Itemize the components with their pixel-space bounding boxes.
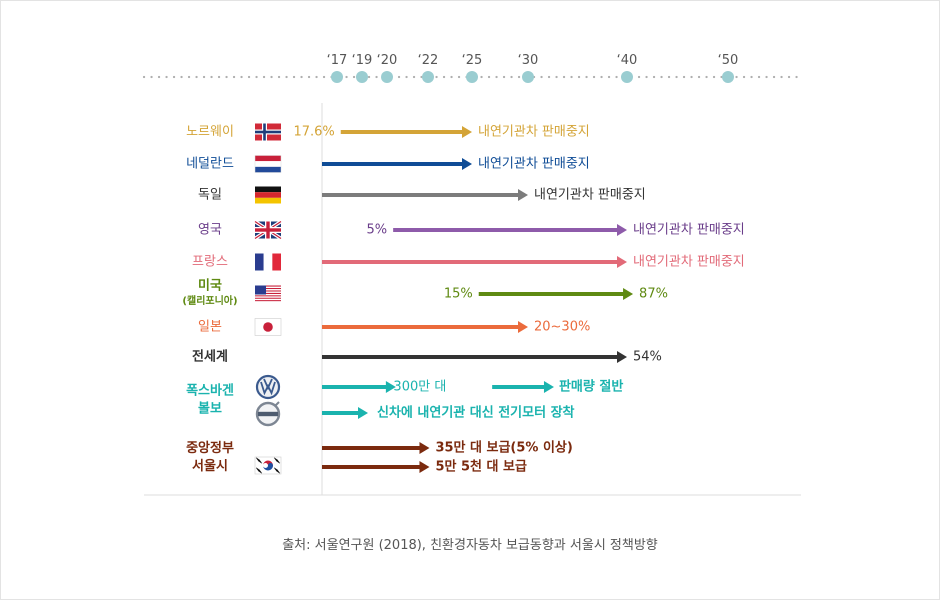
row-label: 노르웨이 <box>186 125 234 140</box>
arrow-head <box>462 158 472 170</box>
france-flag-icon <box>255 253 281 271</box>
arrow-head <box>543 381 554 393</box>
arrow-start-label: 5% <box>367 223 388 238</box>
arrow-end-label: 신차에 내연기관 대신 전기모터 장착 <box>377 405 575 421</box>
arrow-end-label: 내연기관차 판매중지 <box>633 223 745 238</box>
timeline-dot <box>621 71 633 83</box>
timeline-tick-label: ‘25 <box>462 53 483 68</box>
arrow-end-label: 54% <box>633 350 662 365</box>
arrow-end-label: 내연기관차 판매중지 <box>478 157 590 172</box>
korea-flag-icon <box>254 456 282 475</box>
row-label: 미국 <box>198 278 222 294</box>
row-label: 전세계 <box>192 349 228 365</box>
arrow-head <box>419 461 430 473</box>
timeline-dot <box>356 71 368 83</box>
arrow-end-label: 5만 5천 대 보급 <box>435 459 527 475</box>
uk-flag-icon <box>254 220 282 240</box>
timeline-dot <box>381 71 393 83</box>
arrow-head <box>419 442 430 454</box>
row-label: 프랑스 <box>192 255 228 270</box>
arrow-head <box>518 189 528 201</box>
volkswagen-logo-icon <box>255 374 281 400</box>
arrow-end-label: 300만 대 <box>393 380 446 395</box>
timeline-tick-label: ‘17 <box>327 53 348 68</box>
timeline-dot <box>422 71 434 83</box>
arrow-head <box>385 381 396 393</box>
arrow-end-label: 판매량 절반 <box>559 379 623 395</box>
arrow-start-label: 17.6% <box>293 125 334 140</box>
row-label-sub: (캘리포니아) <box>182 294 237 307</box>
row-label: 폭스바겐 <box>186 383 234 399</box>
timeline-dot <box>522 71 534 83</box>
arrow-start-label: 15% <box>444 287 473 302</box>
timeline-tick-label: ‘22 <box>418 53 439 68</box>
arrow-end-label: 35만 대 보급(5% 이상) <box>435 440 572 456</box>
arrow-head <box>358 407 368 419</box>
arrow-end-label: 내연기관차 판매중지 <box>633 255 745 270</box>
norway-flag-icon <box>255 123 281 141</box>
volvo-logo-icon <box>255 401 281 427</box>
arrow-head <box>462 126 472 138</box>
arrow-end-label: 87% <box>639 287 668 302</box>
netherlands-flag-icon <box>254 155 282 173</box>
row-label: 독일 <box>198 188 222 203</box>
row-label: 중앙정부 <box>186 440 234 456</box>
timeline-dot <box>331 71 343 83</box>
row-label-secondary: 볼보 <box>198 402 222 417</box>
arrow-head <box>617 224 627 236</box>
arrow-head <box>518 321 528 333</box>
arrow-end-label: 내연기관차 판매중지 <box>534 188 646 203</box>
timeline-tick-label: ‘50 <box>718 53 739 68</box>
timeline-tick-label: ‘19 <box>352 53 373 68</box>
japan-flag-icon <box>254 318 282 336</box>
timeline-tick-label: ‘30 <box>518 53 539 68</box>
arrow-end-label: 내연기관차 판매중지 <box>478 125 590 140</box>
source-note: 출처: 서울연구원 (2018), 친환경자동차 보급동향과 서울시 정책방향 <box>282 538 658 553</box>
timeline-tick-label: ‘40 <box>617 53 638 68</box>
germany-flag-icon <box>255 186 281 204</box>
arrow-end-label: 20~30% <box>534 320 590 335</box>
row-label: 네덜란드 <box>186 157 234 172</box>
row-label-secondary: 서울시 <box>192 458 228 474</box>
timeline-tick-label: ‘20 <box>377 53 398 68</box>
arrow-head <box>617 351 627 363</box>
timeline-dot <box>722 71 734 83</box>
row-label: 일본 <box>198 320 222 335</box>
timeline-dot <box>466 71 478 83</box>
usa-flag-icon <box>255 285 281 303</box>
arrow-head <box>617 256 627 268</box>
row-label: 영국 <box>198 223 222 238</box>
arrow-head <box>623 288 634 300</box>
